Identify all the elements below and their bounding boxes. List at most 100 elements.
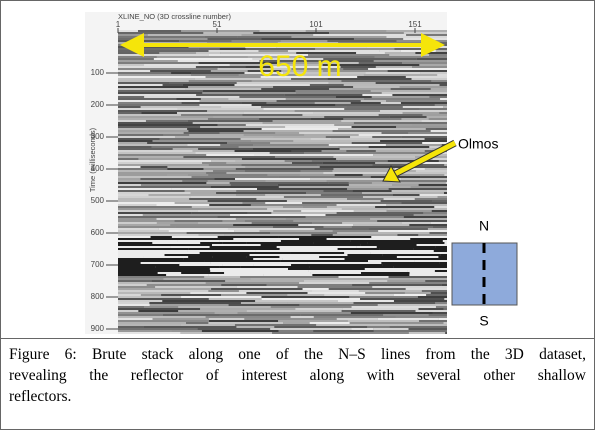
seismic-band bbox=[370, 90, 447, 92]
seismic-band bbox=[335, 104, 435, 106]
seismic-band bbox=[333, 168, 395, 170]
seismic-band bbox=[353, 302, 436, 304]
seismic-band bbox=[411, 78, 447, 80]
seismic-band bbox=[169, 82, 237, 84]
seismic-band bbox=[118, 216, 218, 218]
seismic-band bbox=[310, 138, 332, 140]
seismic-band bbox=[118, 80, 189, 82]
seismic-band bbox=[188, 248, 280, 250]
seismic-band bbox=[118, 98, 177, 100]
seismic-band bbox=[257, 188, 348, 190]
seismic-band bbox=[291, 68, 344, 70]
seismic-band bbox=[313, 34, 407, 36]
seismic-band bbox=[302, 114, 379, 116]
seismic-band bbox=[308, 270, 408, 272]
seismic-band bbox=[325, 136, 351, 138]
seismic-band bbox=[300, 314, 384, 316]
seismic-band bbox=[347, 188, 389, 190]
seismic-band bbox=[118, 212, 192, 214]
seismic-band bbox=[118, 156, 184, 158]
seismic-band bbox=[156, 218, 236, 220]
seismic-band bbox=[211, 160, 236, 162]
seismic-band bbox=[311, 160, 339, 162]
seismic-band bbox=[338, 276, 389, 278]
seismic-band bbox=[206, 154, 255, 156]
seismic-band bbox=[387, 70, 447, 72]
seismic-band bbox=[392, 194, 420, 196]
seismic-band bbox=[353, 86, 400, 88]
seismic-band bbox=[159, 138, 241, 140]
seismic-band bbox=[316, 324, 398, 326]
seismic-band bbox=[143, 326, 237, 328]
seismic-band bbox=[227, 142, 271, 144]
y-tick-label: 100 bbox=[91, 68, 105, 77]
seismic-band bbox=[118, 302, 150, 304]
seismic-band bbox=[435, 306, 447, 308]
seismic-band bbox=[187, 250, 256, 252]
seismic-band bbox=[118, 122, 193, 124]
seismic-band bbox=[148, 194, 237, 196]
seismic-band bbox=[192, 122, 263, 124]
seismic-band bbox=[261, 106, 347, 108]
seismic-band bbox=[295, 90, 371, 92]
seismic-band bbox=[413, 214, 447, 216]
seismic-band bbox=[337, 248, 380, 250]
seismic-band bbox=[330, 202, 402, 204]
seismic-band bbox=[418, 184, 447, 186]
seismic-band bbox=[348, 184, 393, 186]
seismic-band bbox=[118, 160, 212, 162]
seismic-band bbox=[351, 306, 436, 308]
seismic-band bbox=[155, 286, 237, 288]
seismic-band bbox=[353, 122, 447, 124]
seismic-band bbox=[334, 154, 374, 156]
seismic-band bbox=[352, 190, 392, 192]
seismic-band bbox=[208, 322, 284, 324]
seismic-band bbox=[338, 128, 426, 130]
seismic-band bbox=[342, 308, 419, 310]
seismic-band bbox=[377, 318, 439, 320]
seismic-band bbox=[246, 310, 342, 312]
seismic-band bbox=[425, 128, 447, 130]
seismic-band bbox=[217, 216, 306, 218]
seismic-band bbox=[118, 258, 184, 260]
seismic-band bbox=[364, 98, 441, 100]
figure: XLINE_NO (3D crossline number) Time (mil… bbox=[0, 0, 595, 339]
seismic-band bbox=[397, 234, 419, 236]
seismic-band bbox=[421, 120, 447, 122]
seismic-band bbox=[322, 162, 376, 164]
seismic-band bbox=[217, 236, 279, 238]
seismic-band bbox=[419, 64, 447, 66]
seismic-band bbox=[203, 32, 254, 34]
seismic-band bbox=[358, 62, 403, 64]
seismic-band bbox=[118, 324, 181, 326]
seismic-band bbox=[217, 120, 273, 122]
seismic-band bbox=[118, 260, 205, 262]
seismic-band bbox=[198, 148, 253, 150]
seismic-band bbox=[241, 34, 314, 36]
seismic-band bbox=[284, 94, 363, 96]
seismic-band bbox=[118, 86, 189, 88]
seismic-band bbox=[295, 56, 375, 58]
seismic-band bbox=[239, 96, 336, 98]
seismic-band bbox=[118, 170, 214, 172]
seismic-band bbox=[331, 138, 425, 140]
seismic-band bbox=[118, 310, 139, 312]
seismic-band bbox=[349, 322, 444, 324]
seismic-band bbox=[118, 88, 186, 90]
seismic-band bbox=[433, 250, 447, 252]
seismic-band bbox=[176, 98, 201, 100]
seismic-band bbox=[387, 280, 426, 282]
seismic-band bbox=[368, 68, 447, 70]
seismic-band bbox=[261, 88, 330, 90]
seismic-band bbox=[290, 252, 345, 254]
seismic-band bbox=[373, 154, 447, 156]
seismic-band bbox=[118, 262, 141, 264]
seismic-band bbox=[205, 316, 291, 318]
seismic-band bbox=[432, 200, 447, 202]
seismic-band bbox=[365, 72, 421, 74]
south-label: S bbox=[479, 313, 488, 329]
seismic-band bbox=[405, 288, 447, 290]
seismic-band bbox=[373, 328, 409, 330]
seismic-band bbox=[368, 260, 415, 262]
seismic-band bbox=[383, 198, 415, 200]
